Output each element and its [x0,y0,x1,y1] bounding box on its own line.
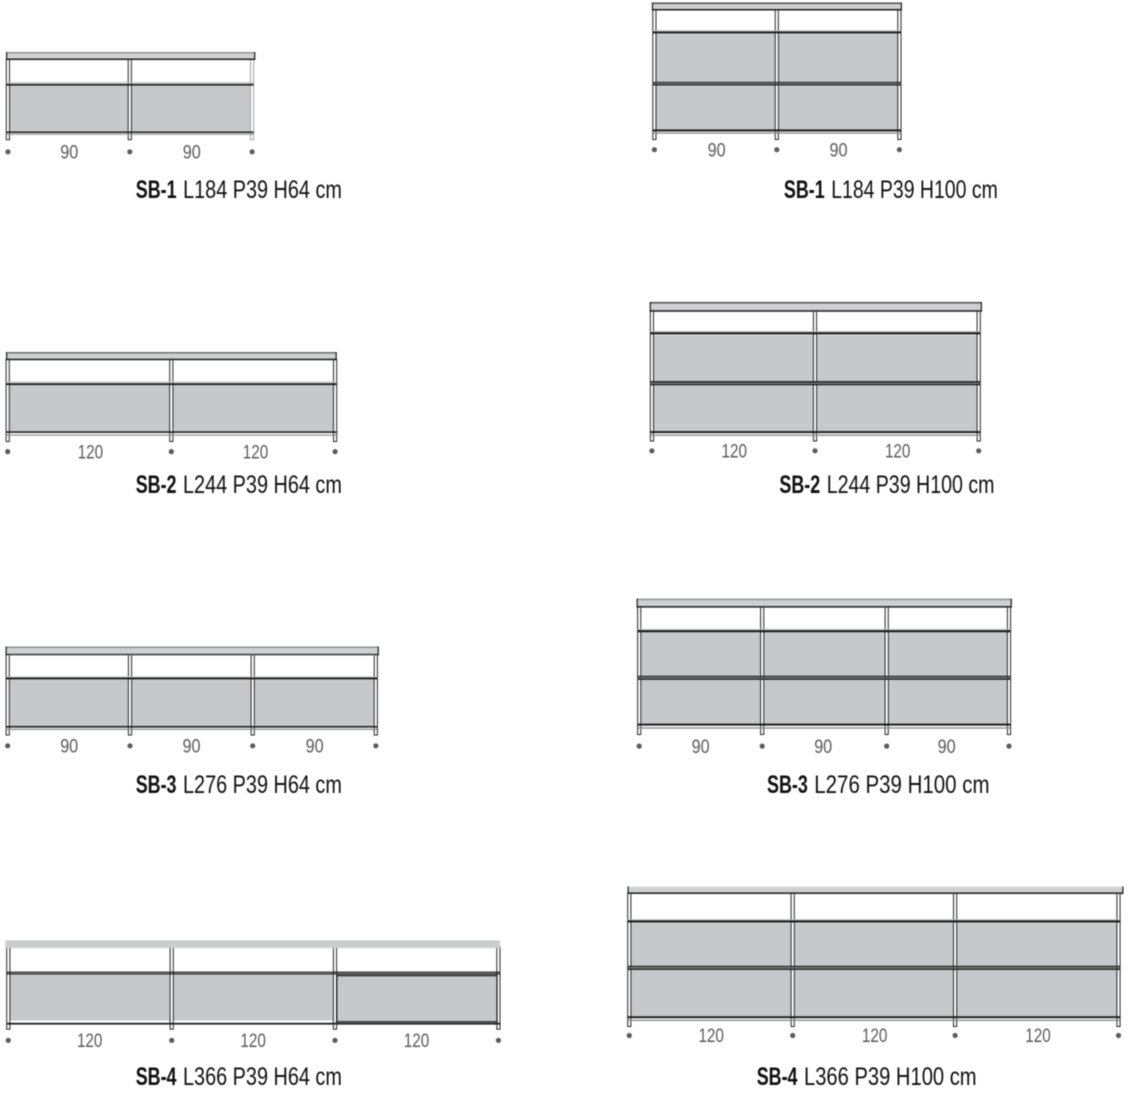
svg-text:90: 90 [708,139,726,161]
svg-text:L184 P39 H100 cm: L184 P39 H100 cm [831,176,998,204]
svg-text:L276 P39 H64 cm: L276 P39 H64 cm [183,771,342,799]
svg-text:120: 120 [78,441,104,463]
svg-text:L244 P39 H100 cm: L244 P39 H100 cm [827,471,995,499]
svg-text:L366 P39 H64 cm: L366 P39 H64 cm [183,1063,342,1091]
svg-text:90: 90 [60,736,78,758]
svg-text:120: 120 [698,1025,724,1047]
svg-text:L276 P39 H100 cm: L276 P39 H100 cm [814,771,989,799]
svg-text:90: 90 [306,736,324,758]
svg-text:SB-3: SB-3 [136,771,177,799]
svg-text:120: 120 [243,441,269,463]
svg-text:L244 P39 H64 cm: L244 P39 H64 cm [183,471,342,499]
svg-text:SB-2: SB-2 [779,471,820,499]
svg-text:120: 120 [862,1025,888,1047]
svg-text:120: 120 [240,1030,266,1052]
svg-text:120: 120 [885,441,911,463]
svg-text:SB-2: SB-2 [136,471,177,499]
svg-text:90: 90 [60,142,78,164]
svg-text:120: 120 [404,1030,430,1052]
svg-text:SB-3: SB-3 [767,771,808,799]
svg-text:90: 90 [938,736,956,758]
svg-text:120: 120 [722,441,748,463]
svg-text:SB-4: SB-4 [757,1063,798,1091]
svg-text:90: 90 [692,736,710,758]
svg-text:90: 90 [183,736,201,758]
svg-text:120: 120 [1025,1025,1051,1047]
svg-text:SB-1: SB-1 [136,176,177,204]
svg-text:90: 90 [830,139,848,161]
svg-text:L184 P39 H64 cm: L184 P39 H64 cm [183,176,342,204]
svg-text:90: 90 [814,736,832,758]
svg-text:L366 P39 H100 cm: L366 P39 H100 cm [804,1063,977,1091]
svg-text:120: 120 [77,1030,103,1052]
svg-text:90: 90 [183,142,201,164]
svg-text:SB-1: SB-1 [784,176,825,204]
svg-text:SB-4: SB-4 [136,1063,177,1091]
